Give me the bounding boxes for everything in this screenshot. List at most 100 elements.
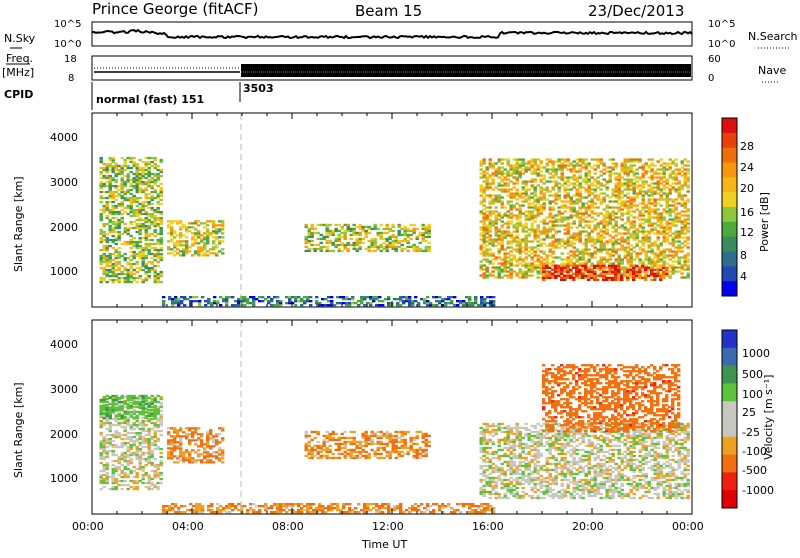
heatmap-cell [678,260,681,262]
heatmap-cell [546,198,549,200]
heatmap-cell [206,451,209,453]
heatmap-cell [563,267,566,269]
heatmap-cell [221,252,224,254]
cpid-label: CPID [4,88,33,101]
heatmap-cell [197,252,200,254]
heatmap-cell [347,250,350,252]
heatmap-cell [154,484,157,486]
heatmap-cell [127,207,130,209]
heatmap-cell [635,271,638,273]
heatmap-cell [327,304,330,306]
heatmap-cell [567,196,570,198]
heatmap-cell [597,226,600,228]
heatmap-cell [627,232,630,234]
heatmap-cell [386,246,389,248]
heatmap-cell [672,254,675,256]
heatmap-cell [100,215,103,217]
heatmap-cell [633,192,636,194]
heatmap-cell [495,216,498,218]
heatmap-cell [480,184,483,186]
heatmap-cell [133,486,136,488]
heatmap-cell [118,468,121,470]
heatmap-cell [182,226,185,228]
heatmap-cell [124,452,127,454]
heatmap-cell [546,258,549,260]
heatmap-cell [130,424,133,426]
heatmap-cell [660,196,663,198]
heatmap-cell [618,184,621,186]
heatmap-cell [672,264,675,266]
heatmap-cell [534,238,537,240]
heatmap-cell [540,210,543,212]
heatmap-cell [109,211,112,213]
heatmap-cell [371,240,374,242]
heatmap-cell [368,250,371,252]
heatmap-cell [579,208,582,210]
heatmap-cell [641,265,644,267]
heatmap-cell [594,212,597,214]
heatmap-cell [408,296,411,298]
heatmap-cell [648,218,651,220]
heatmap-cell [681,228,684,230]
heatmap-cell [651,190,654,192]
heatmap-cell [139,442,142,444]
heatmap-cell [588,194,591,196]
heatmap-cell [600,212,603,214]
heatmap-cell [112,247,115,249]
heatmap-cell [639,226,642,228]
heatmap-cell [651,162,654,164]
heatmap-cell [687,272,690,274]
heatmap-cell [633,184,636,186]
heatmap-cell [567,242,570,244]
heatmap-cell [606,210,609,212]
heatmap-cell [273,296,276,298]
heatmap-cell [130,436,133,438]
heatmap-cell [182,431,185,433]
heatmap-cell [329,250,332,252]
heatmap-cell [480,186,483,188]
heatmap-cell [570,240,573,242]
heatmap-cell [318,304,321,306]
heatmap-cell [687,184,690,186]
heatmap-cell [621,196,624,198]
heatmap-cell [118,456,121,458]
heatmap-cell [183,296,186,298]
heatmap-cell [151,444,154,446]
heatmap-cell [498,160,501,162]
heatmap-cell [401,240,404,242]
heatmap-cell [657,260,660,262]
heatmap-cell [261,300,264,302]
heatmap-cell [582,212,585,214]
heatmap-cell [127,464,130,466]
heatmap-cell [130,221,133,223]
heatmap-cell [112,273,115,275]
heatmap-cell [606,242,609,244]
heatmap-cell [136,432,139,434]
heatmap-cell [139,277,142,279]
heatmap-cell [130,281,133,283]
heatmap-cell [641,267,644,269]
heatmap-cell [167,455,170,457]
heatmap-cell [109,229,112,231]
heatmap-cell [170,230,173,232]
heatmap-cell [145,193,148,195]
heatmap-cell [417,302,420,304]
heatmap-cell [666,178,669,180]
heatmap-cell [576,176,579,178]
heatmap-cell [392,246,395,248]
heatmap-cell [528,204,531,206]
heatmap-cell [160,478,163,480]
heatmap-cell [133,273,136,275]
heatmap-cell [489,252,492,254]
heatmap-cell [663,230,666,232]
heatmap-cell [630,214,633,216]
heatmap-cell [121,255,124,257]
heatmap-cell [145,247,148,249]
heatmap-cell [392,224,395,226]
heatmap-cell [212,220,215,222]
heatmap-cell [109,411,112,413]
heatmap-cell [100,219,103,221]
heatmap-cell [606,214,609,216]
heatmap-cell [182,459,185,461]
heatmap-cell [100,420,103,422]
